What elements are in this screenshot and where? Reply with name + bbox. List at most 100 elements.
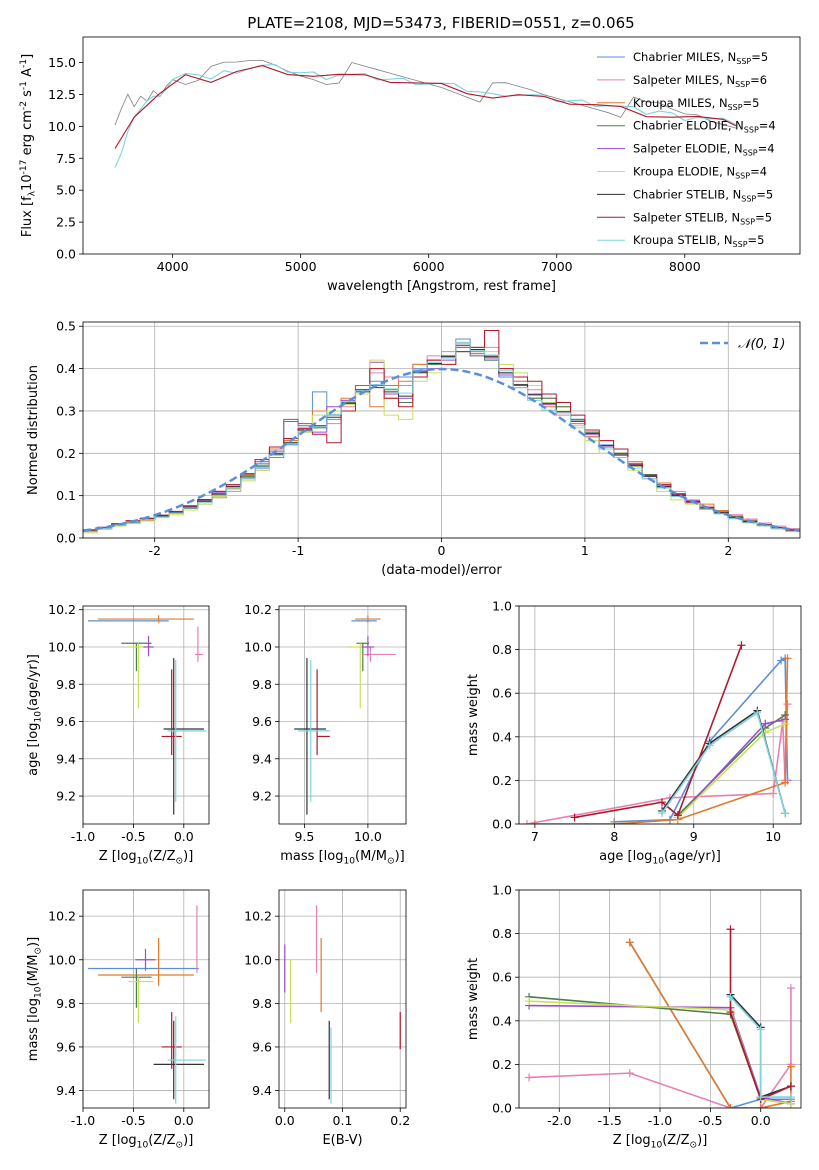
x-tick-label: 0.2 [390,1113,410,1128]
mass-weight-marker [610,820,619,824]
y-tick-label: 0.8 [492,642,512,657]
axes-frame [82,605,210,825]
mass-weight-marker [786,984,795,993]
mass-weight-line-1 [529,988,792,1108]
plot-area [88,615,206,815]
x-tick-label: -2.0 [547,1113,571,1128]
mass-weight-marker [525,1073,534,1082]
x-tick-label: 0.0 [751,1113,771,1128]
y-axis-label: mass weight [466,674,481,756]
axes-frame [278,605,407,825]
legend-label: Salpeter MILES, NSSP=6 [633,73,767,89]
y-tick-label: 9.6 [56,1039,76,1054]
plot-area [284,905,401,1104]
mass-weight-marker [783,700,792,709]
x-axis-label: age [log10​(age/yr)] [599,849,721,866]
legend-label: 𝒩(0, 1) [738,337,785,352]
spectrum-line-2 [114,65,737,149]
mass-weight-marker [756,1025,765,1034]
y-tick-label: 10.2 [48,909,76,924]
y-tick-label: 12.5 [48,87,76,102]
x-axis-label: mass [log10​(M/M⊙​)] [280,849,404,866]
legend-label: Chabrier MILES, NSSP=5 [633,50,768,66]
y-tick-label: 7.5 [56,151,76,166]
y-tick-label: 1.0 [492,883,512,898]
residual-histogram-panel: -2 -1 0 1 2 0.0 0.1 0.2 0.3 0.4 0.5 (data-model)/er… [26,319,801,578]
mass-weight-marker [726,1104,735,1108]
y-axis-label: Normed distribution [26,365,41,495]
mass-weight-marker [786,1093,795,1102]
y-tick-label: 0.0 [56,247,76,262]
age-vs-metallicity-panel: -1.0 -0.5 0.0 9.2 9.4 9.6 9.8 10.0 10.2 Z [log10​… [26,602,210,866]
x-axis-label: Z [log10​(Z/Z⊙​)] [613,1133,708,1150]
x-tick-label: 8 [610,829,618,844]
y-tick-label: 0.0 [492,1101,512,1116]
y-tick-label: 0.0 [56,531,76,546]
x-tick-label: 10.0 [354,829,382,844]
legend-label: Kroupa STELIB, NSSP=5 [633,233,764,249]
y-tick-label: 0.4 [492,1013,512,1028]
mass-weight-marker [786,1062,795,1071]
mass-weight-marker [530,820,539,824]
mass-weight-marker [705,741,714,750]
y-tick-label: 9.8 [252,996,272,1011]
x-tick-label: 7000 [541,259,573,274]
mass-weight-line-7 [729,929,792,1101]
x-tick-label: -1.5 [597,1113,621,1128]
y-tick-label: 9.8 [56,996,76,1011]
y-tick-label: 0.4 [56,361,76,376]
mass-vs-metallicity-panel: -1.0 -0.5 0.0 9.4 9.6 9.8 10.0 10.2 Z [log10​(Z/… [26,889,210,1150]
y-tick-label: 0.2 [492,1057,512,1072]
mass-weight-marker [657,798,666,807]
figure-title: PLATE=2108, MJD=53473, FIBERID=0551, z=0… [247,14,634,32]
axes-frame [82,36,801,255]
spectrum-panel: 4000 5000 6000 7000 8000 0.0 2.5 5.0 7.5 10.0 12.5… [19,36,801,294]
y-tick-label: 9.4 [252,751,272,766]
mass-weight-line-8 [661,711,786,814]
plot-area [114,59,737,168]
mass-weight-vs-age-panel: 7 8 9 10 0.0 0.2 0.4 0.6 0.8 1.0 age [log10​(age/y… [466,599,802,866]
x-tick-label: 7 [531,829,539,844]
mass-weight-marker [625,1069,634,1078]
x-tick-label: -2 [148,543,160,558]
x-tick-label: -1.0 [71,829,95,844]
x-tick-label: 0.0 [174,829,194,844]
y-tick-label: 5.0 [56,183,76,198]
x-tick-label: 8000 [669,259,701,274]
mass-weight-marker [781,809,790,818]
mass-weight-line-1 [526,704,789,824]
mass-weight-line-7 [574,644,743,819]
x-axis-label: Z [log10​(Z/Z⊙​)] [99,849,194,866]
y-tick-label: 0.5 [56,319,76,334]
y-axis-label: Flux [fλ​10-17​ erg cm-2​ s-1​ A-1​] [19,54,37,237]
histogram-step-8 [83,341,800,538]
legend-label: Kroupa ELODIE, NSSP=4 [633,165,767,181]
x-axis-label: (data-model)/error [381,563,502,578]
mass-weight-marker [781,719,790,728]
mass-weight-marker [570,813,579,822]
plot-area [522,641,792,824]
x-tick-label: 2 [724,543,732,558]
y-tick-label: 10.0 [48,119,76,134]
y-axis-label: mass [log10​(M/M⊙​)] [26,937,43,1061]
y-tick-label: 10.0 [48,639,76,654]
legend-label: Chabrier ELODIE, NSSP=4 [633,119,776,135]
x-tick-label: 10 [765,829,781,844]
x-axis-label: Z [log10​(Z/Z⊙​)] [99,1133,194,1150]
mass-weight-marker [737,641,746,650]
y-tick-label: 9.2 [56,789,76,804]
plot-area [525,925,795,1108]
x-axis-label: wavelength [Angstrom, rest frame] [327,279,556,294]
x-tick-label: 5000 [285,259,317,274]
spectrum-line-1 [114,64,737,168]
mass-weight-marker [756,1104,765,1108]
y-tick-label: 0.8 [492,926,512,941]
mass-weight-marker [657,809,666,818]
y-tick-label: 9.2 [252,789,272,804]
mass-weight-marker [786,1082,795,1091]
y-tick-label: 9.8 [56,677,76,692]
mass-weight-marker [726,1008,735,1017]
x-tick-label: 6000 [413,259,445,274]
x-tick-label: 0.0 [174,1113,194,1128]
